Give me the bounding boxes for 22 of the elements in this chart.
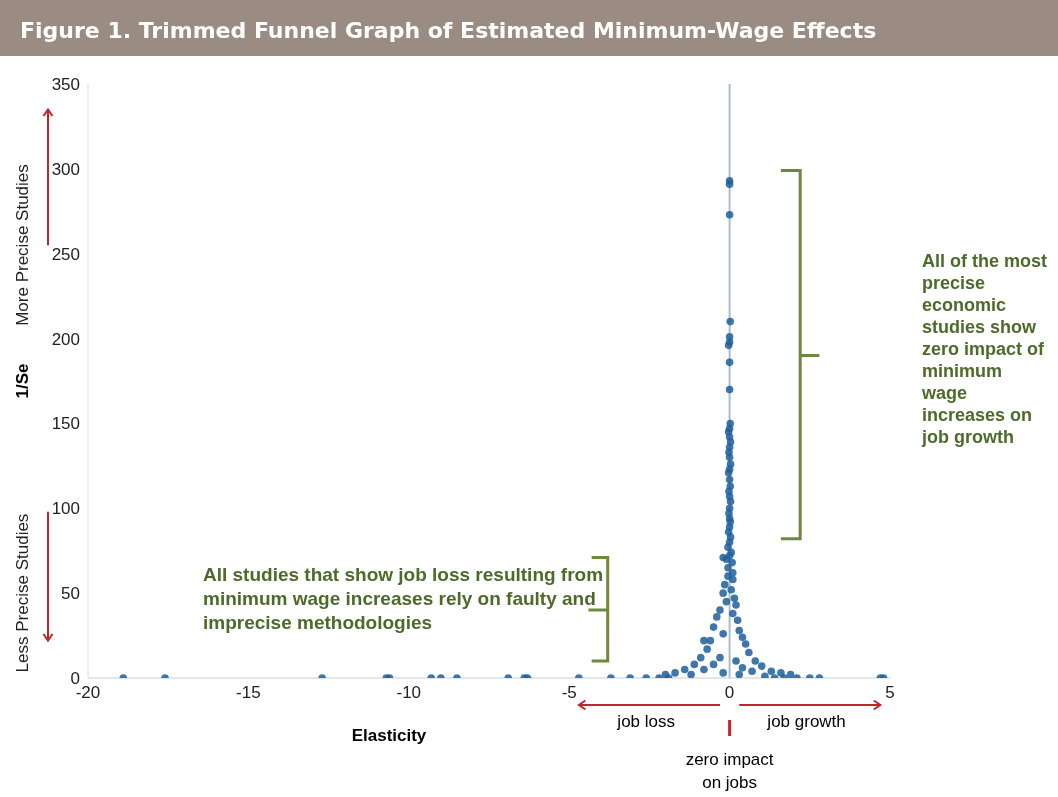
y-tick-label: 350 bbox=[51, 75, 80, 95]
x-tick-label: 0 bbox=[724, 683, 735, 703]
x-tick-label: -15 bbox=[236, 683, 261, 703]
y-tick-label: 300 bbox=[51, 159, 80, 179]
text: All of the most precise economic studies show zero impact of minimum wage increases on job growth bbox=[922, 251, 1047, 448]
text: Less Precise Studies bbox=[13, 513, 33, 673]
annotation: All studies that show job loss resulting from minimum wage increases rely on faulty and imprecise methodologies bbox=[203, 562, 605, 635]
y-tick-label: 250 bbox=[51, 244, 80, 264]
text: job loss bbox=[615, 712, 676, 732]
x-axis-title: Elasticity bbox=[350, 726, 428, 746]
x-tick-label: -10 bbox=[396, 683, 422, 703]
y-tick-label: 100 bbox=[51, 499, 80, 519]
text: job growth bbox=[765, 712, 847, 732]
chart-title: Figure 1. Trimmed Funnel Graph of Estimated Minimum-Wage Effects bbox=[20, 18, 877, 43]
y-tick-label: 50 bbox=[61, 584, 80, 604]
y-tick-label: 200 bbox=[51, 329, 80, 349]
text: More Precise Studies bbox=[13, 164, 33, 327]
y-axis-title: 1/Se bbox=[13, 363, 33, 399]
x-tick-label: -5 bbox=[561, 683, 577, 703]
y-tick-label: 150 bbox=[51, 414, 80, 434]
text: zero impact on jobs bbox=[684, 749, 775, 794]
x-tick-label: 5 bbox=[885, 683, 895, 703]
